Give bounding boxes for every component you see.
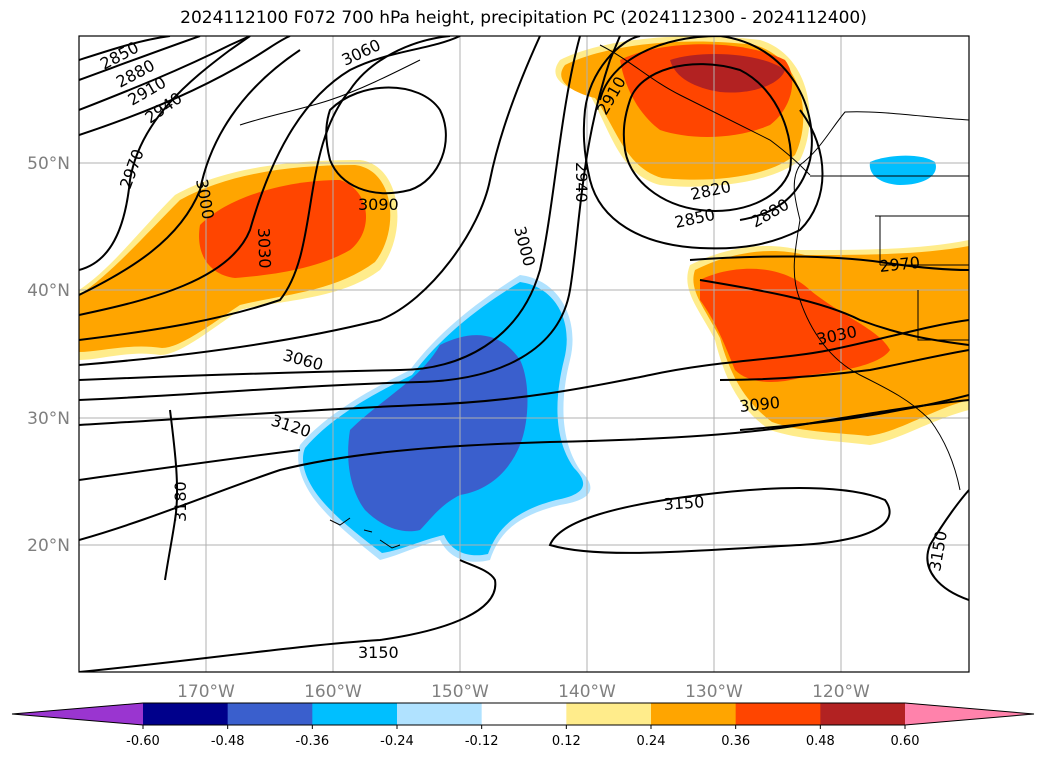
lon-label-150w: 150°W: [431, 682, 489, 702]
colorbar-tick-label: 0.48: [806, 734, 835, 749]
colorbar-tick-label: 0.24: [637, 734, 666, 749]
contour-label: 3030: [254, 227, 274, 268]
contour-label: 3150: [358, 643, 399, 662]
colorbar-extend-high: [905, 703, 1034, 725]
colorbar-tick-label: -0.12: [465, 734, 499, 749]
contour-label: 3000: [510, 224, 539, 268]
colorbar-segment: [735, 703, 821, 725]
contour-label: 2970: [116, 147, 148, 192]
colorbar-segment: [143, 703, 229, 725]
lon-label-160w: 160°W: [304, 682, 362, 702]
precip-negative-east: [869, 155, 936, 185]
colorbar-segment: [397, 703, 483, 725]
precip-positive-northeast: [555, 36, 810, 187]
colorbar-segment: [651, 703, 737, 725]
colorbar-tick-label: -0.48: [211, 734, 245, 749]
precip-positive-east: [687, 240, 969, 445]
lon-label-120w: 120°W: [812, 682, 870, 702]
contour-label: 3180: [171, 481, 190, 522]
colorbar-tick-label: -0.24: [380, 734, 414, 749]
colorbar-segment: [312, 703, 398, 725]
map-area: [79, 36, 969, 672]
colorbar-extend-low: [12, 703, 143, 725]
contour-label: 3090: [358, 195, 399, 214]
longitude-labels: 170°W 160°W 150°W 140°W 130°W 120°W: [177, 682, 870, 702]
lat-label-40n: 40°N: [27, 281, 70, 301]
lon-label-130w: 130°W: [685, 682, 743, 702]
colorbar-segment: [820, 703, 906, 725]
precip-positive-west: [79, 160, 398, 360]
graticule: [79, 36, 969, 672]
height-contours: [79, 36, 969, 672]
contour-label: 2850: [673, 205, 717, 232]
lon-label-170w: 170°W: [177, 682, 235, 702]
contour-label: 3060: [281, 346, 325, 375]
colorbar: -0.60 -0.48 -0.36 -0.24 -0.12 0.12 0.24 0.36 0.4…: [11, 702, 1035, 749]
colorbar-segment: [566, 703, 652, 725]
colorbar-tick-label: 0.12: [552, 734, 581, 749]
lat-label-30n: 30°N: [27, 409, 70, 429]
colorbar-tick-label: -0.60: [126, 734, 160, 749]
contour-label: 2940: [572, 162, 591, 203]
contour-label: 3120: [269, 411, 314, 442]
colorbar-segment: [227, 703, 313, 725]
colorbar-segment: [481, 703, 567, 725]
colorbar-tick-label: 0.60: [891, 734, 920, 749]
contour-label: 3150: [663, 492, 705, 514]
colorbar-tick-label: 0.36: [721, 734, 750, 749]
latitude-labels: 50°N 40°N 30°N 20°N: [27, 154, 70, 556]
map-title: 2024112100 F072 700 hPa height, precipit…: [180, 8, 867, 28]
contour-label: 2970: [878, 253, 920, 276]
contour-label: 3150: [925, 529, 951, 572]
lon-label-140w: 140°W: [558, 682, 616, 702]
map-frame: [78, 35, 970, 673]
colorbar-tick-label: -0.36: [296, 734, 330, 749]
contour-label: 3090: [738, 393, 780, 416]
lat-label-20n: 20°N: [27, 536, 70, 556]
coastlines: [239, 44, 969, 549]
lat-label-50n: 50°N: [27, 154, 70, 174]
contour-label: 2880: [748, 195, 793, 232]
